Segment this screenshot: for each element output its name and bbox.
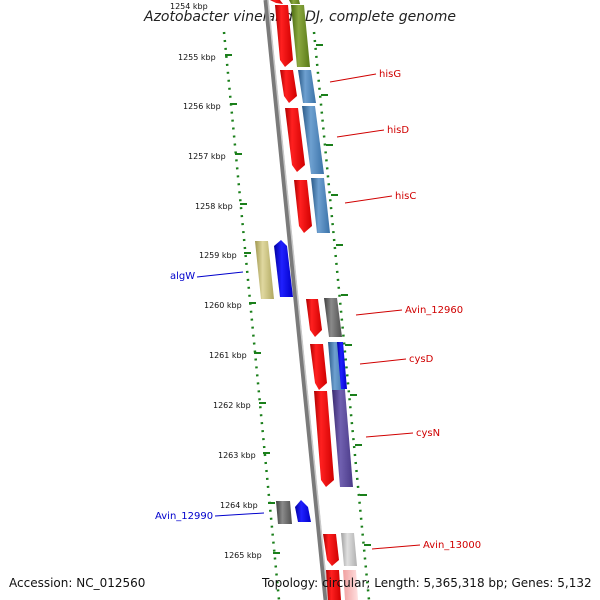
gene-label-hisG[interactable]: hisG [379, 69, 401, 80]
tick-label: 1265 kbp [224, 551, 262, 560]
gene-cysD-partner[interactable] [337, 342, 347, 389]
gene-hisG[interactable] [280, 70, 297, 103]
genome-backbone [263, 0, 329, 600]
gene-label-Avin_12960[interactable]: Avin_12960 [405, 305, 463, 316]
gene-cysD[interactable] [310, 344, 327, 390]
gene-label-Avin_13000[interactable]: Avin_13000 [423, 540, 481, 551]
label-leaders [196, 73, 421, 550]
tick-label: 1257 kbp [188, 152, 226, 161]
gene-hisD[interactable] [285, 108, 305, 172]
tick-label: 1261 kbp [209, 351, 247, 360]
gene-hisC[interactable] [294, 180, 312, 233]
tick-label: 1260 kbp [204, 301, 242, 310]
gene-Avin_13000[interactable] [323, 534, 339, 566]
gene-feature[interactable] [270, 0, 283, 4]
accession-text: Accession: NC_012560 [9, 576, 146, 590]
forward-genes [275, 5, 341, 600]
gene-labels: hisG hisD hisC algW Avin_12960 cysD cysN… [155, 69, 481, 551]
gene-Avin_12990[interactable] [295, 500, 311, 522]
tick-label: 1258 kbp [195, 202, 233, 211]
outer-ruler [312, 31, 371, 600]
tick-label: 1264 kbp [220, 501, 258, 510]
gene-Avin_12960[interactable] [306, 299, 322, 337]
hit-columns [255, 5, 358, 600]
gene-cysN[interactable] [314, 391, 334, 487]
tick-label: 1256 kbp [183, 102, 221, 111]
gene-label-algW[interactable]: algW [170, 271, 195, 282]
reverse-genes [274, 240, 347, 522]
tick-label: 1259 kbp [199, 251, 237, 260]
tick-label: 1254 kbp [170, 2, 208, 11]
gene-feature[interactable] [275, 5, 293, 67]
gene-label-hisC[interactable]: hisC [395, 191, 416, 202]
tick-label: 1263 kbp [218, 451, 256, 460]
gene-label-Avin_12990[interactable]: Avin_12990 [155, 511, 213, 522]
topology-text: Topology: circular; Length: 5,365,318 bp… [262, 576, 592, 590]
gene-label-cysN[interactable]: cysN [416, 428, 440, 439]
tick-label: 1262 kbp [213, 401, 251, 410]
tick-label: 1255 kbp [178, 53, 216, 62]
kbp-labels: 1254 kbp 1255 kbp 1256 kbp 1257 kbp 1258… [170, 2, 262, 560]
gene-algW[interactable] [274, 240, 293, 297]
gene-feature[interactable] [326, 570, 341, 600]
gene-label-hisD[interactable]: hisD [387, 125, 409, 136]
gene-feature[interactable] [289, 0, 300, 4]
gene-label-cysD[interactable]: cysD [409, 354, 434, 365]
tick-marks [225, 44, 371, 554]
